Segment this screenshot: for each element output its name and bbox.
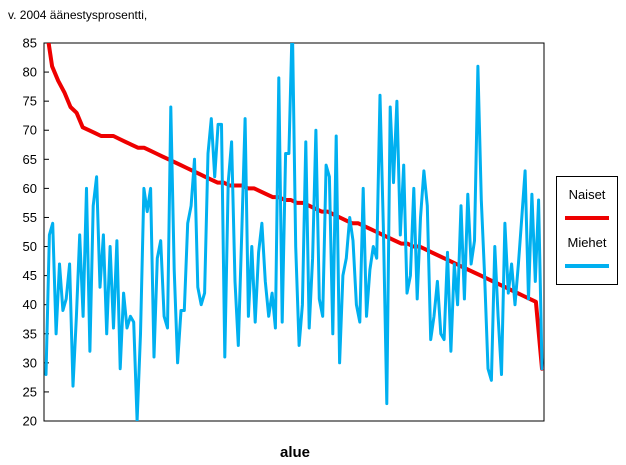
y-tick-label: 55: [23, 210, 37, 225]
y-tick-label: 80: [23, 65, 37, 80]
y-tick-label: 40: [23, 297, 37, 312]
legend-item-miehet: Miehet: [557, 235, 617, 268]
legend-item-naiset: Naiset: [557, 187, 617, 220]
y-tick-label: 20: [23, 414, 37, 429]
y-tick-label: 45: [23, 268, 37, 283]
chart-title: v. 2004 äänestysprosentti,: [8, 8, 148, 22]
series-layer: [44, 43, 544, 421]
y-tick-label: 35: [23, 326, 37, 341]
y-tick-label: 50: [23, 239, 37, 254]
legend: Naiset Miehet: [556, 176, 618, 285]
y-tick-label: 25: [23, 384, 37, 399]
y-tick-label: 75: [23, 94, 37, 109]
y-tick-label: 85: [23, 36, 37, 51]
legend-label-naiset: Naiset: [568, 187, 606, 202]
series-line-miehet: [44, 43, 544, 421]
x-axis-label: alue: [279, 444, 310, 461]
y-tick-label: 70: [23, 123, 37, 138]
legend-swatch-naiset: [565, 216, 609, 220]
y-tick-label: 30: [23, 355, 37, 370]
y-tick-label: 65: [23, 152, 37, 167]
legend-label-miehet: Miehet: [567, 235, 607, 250]
y-tick-label: 60: [23, 181, 37, 196]
legend-swatch-miehet: [565, 264, 609, 268]
